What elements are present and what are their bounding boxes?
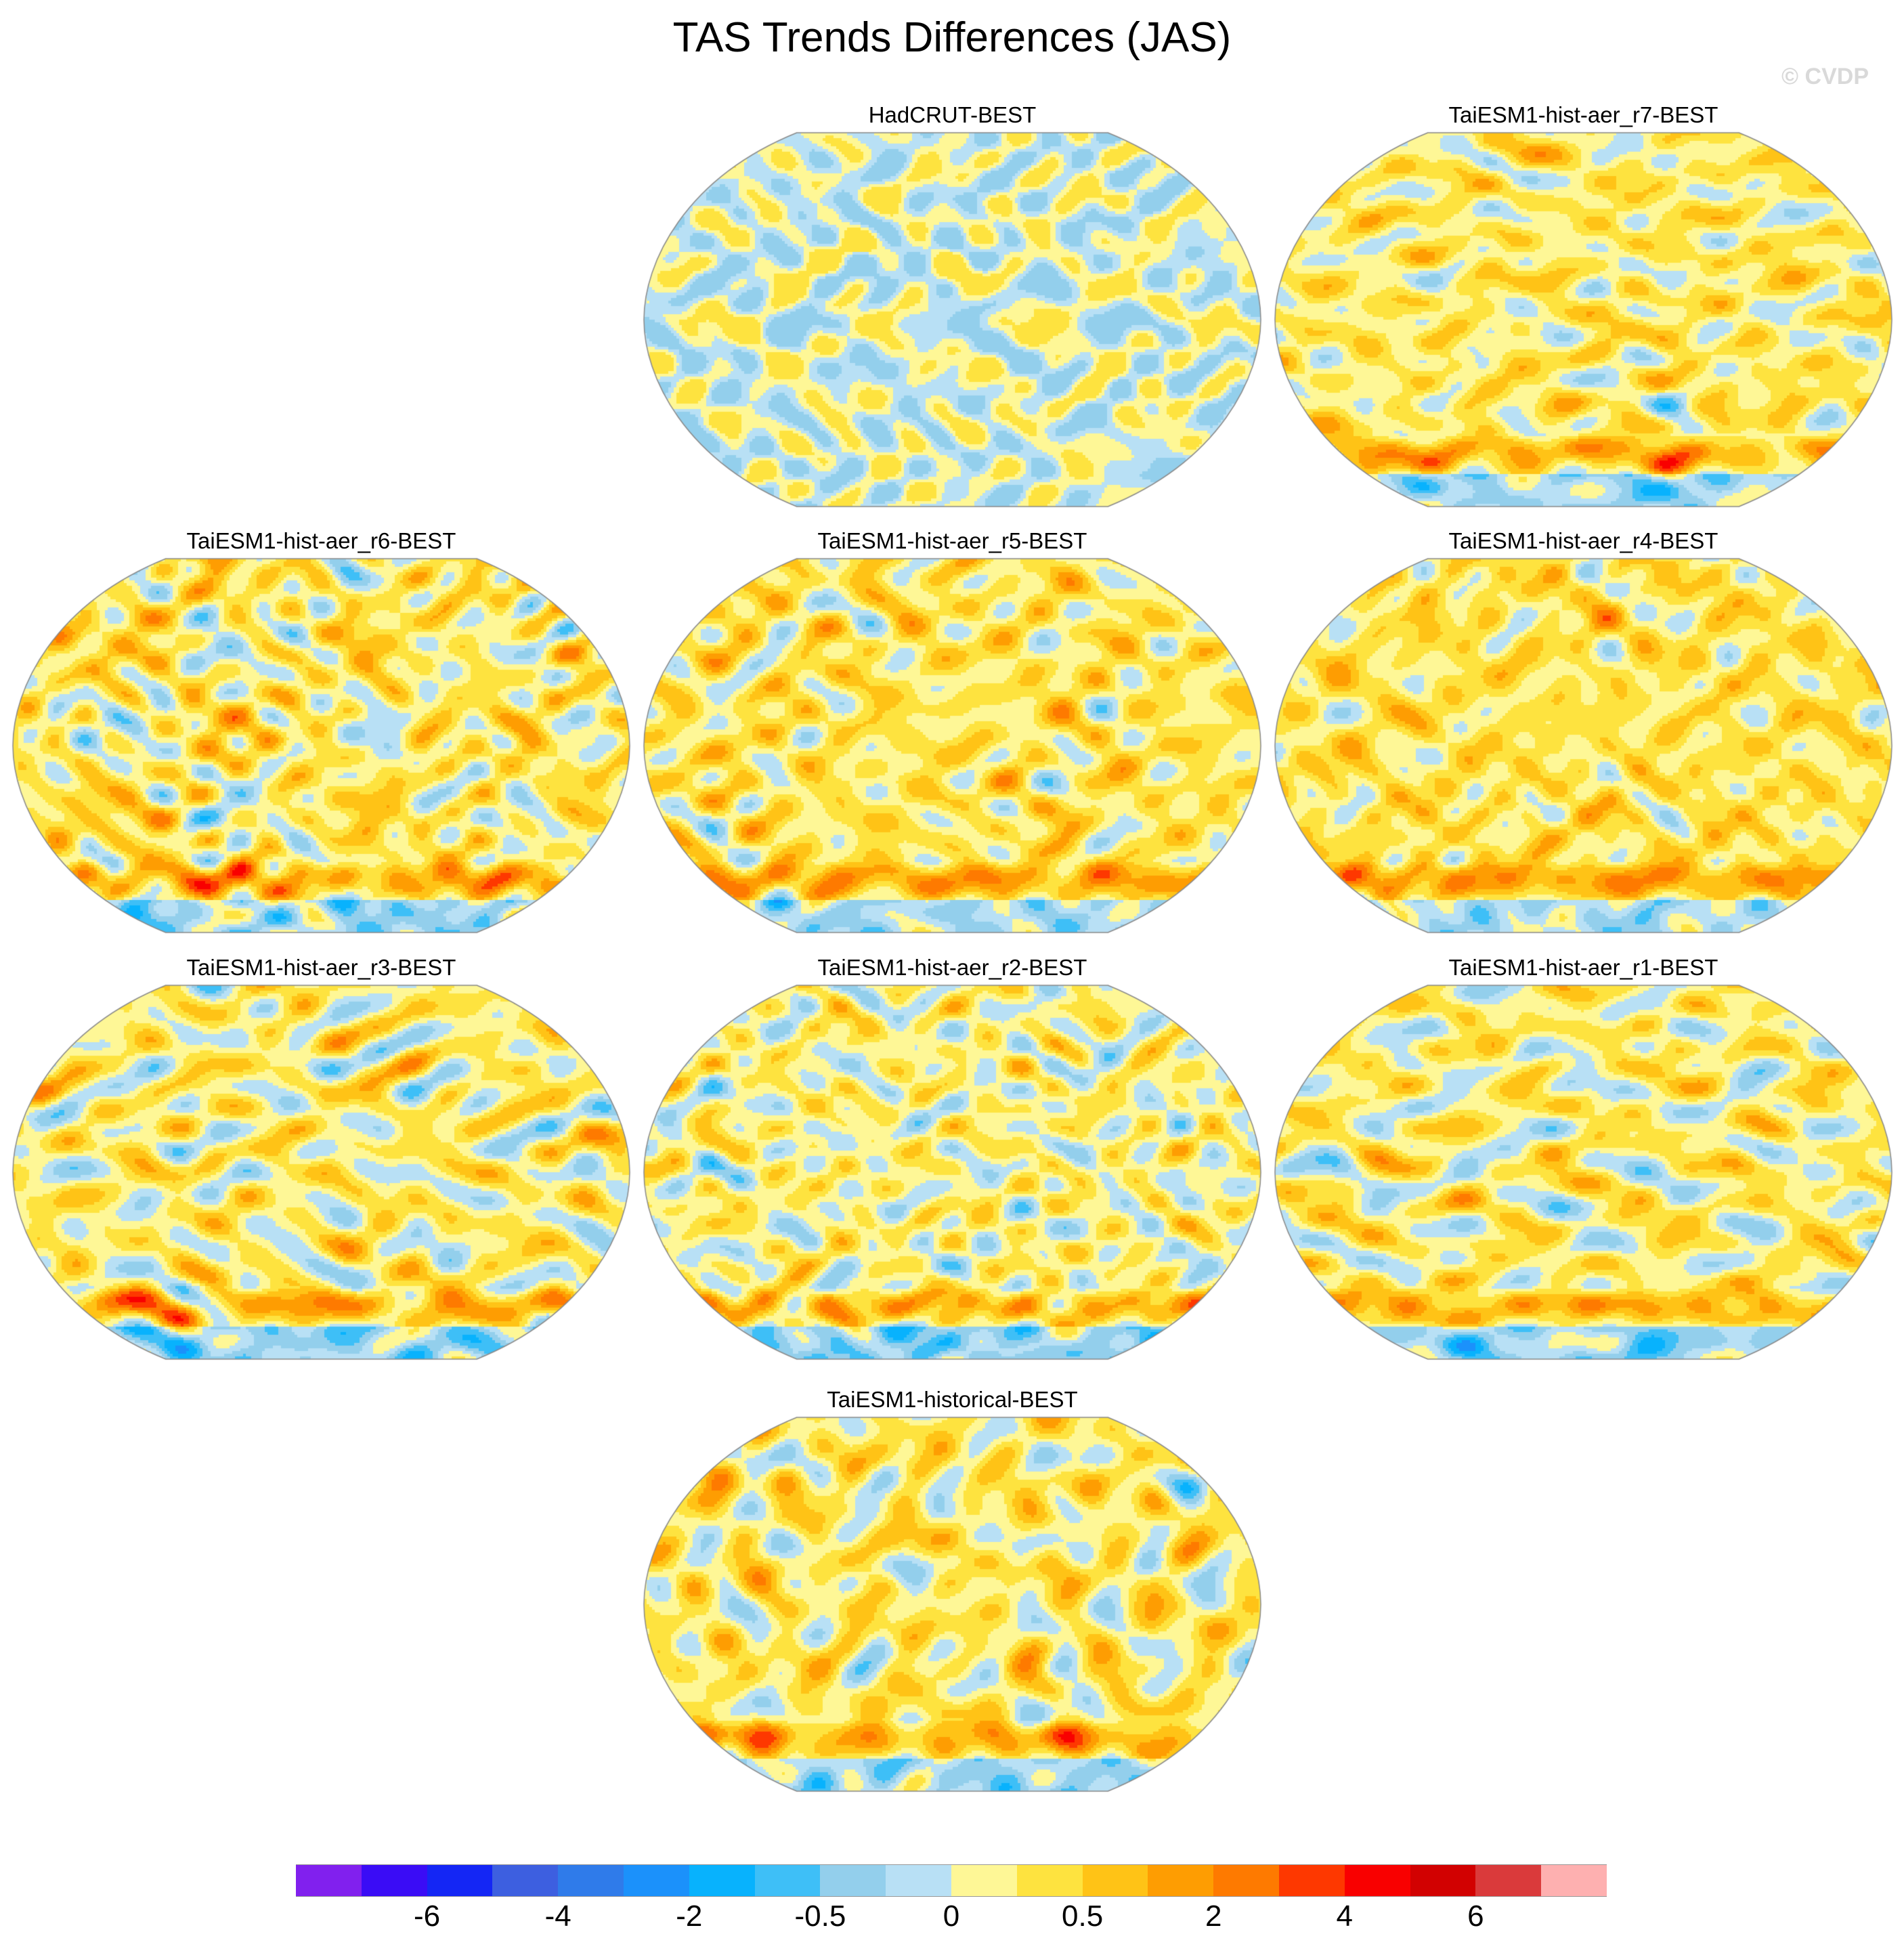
colorbar-tick-label: 0.5: [1062, 1900, 1104, 1933]
map-panel: TaiESM1-hist-aer_r1-BEST: [1272, 953, 1895, 1362]
colorbar-tick-label: -0.5: [794, 1900, 846, 1933]
colorbar-tick-label: -2: [676, 1900, 703, 1933]
colorbar-swatch: [558, 1865, 624, 1896]
colorbar-swatch: [1475, 1865, 1542, 1896]
panel-title: TaiESM1-hist-aer_r1-BEST: [1448, 955, 1718, 980]
colorbar-swatch: [623, 1865, 689, 1896]
trend-map: [641, 983, 1263, 1362]
colorbar-tick-label: 2: [1205, 1900, 1222, 1933]
colorbar-tick-label: 4: [1336, 1900, 1354, 1933]
panel-title: HadCRUT-BEST: [868, 102, 1037, 127]
trend-map: [10, 983, 632, 1362]
panel-title: TaiESM1-hist-aer_r4-BEST: [1448, 528, 1718, 553]
colorbar-tick-label: 0: [943, 1900, 960, 1933]
colorbar-swatch: [1213, 1865, 1279, 1896]
map-panel: TaiESM1-hist-aer_r6-BEST: [10, 526, 632, 935]
colorbar-tick-label: -4: [544, 1900, 571, 1933]
trend-map: [641, 556, 1263, 935]
colorbar-swatch: [886, 1865, 951, 1896]
panel-title: TaiESM1-hist-aer_r2-BEST: [817, 955, 1087, 980]
cvdp-watermark: © CVDP: [1781, 64, 1869, 89]
colorbar-swatch: [820, 1865, 886, 1896]
colorbar-swatch: [296, 1865, 362, 1896]
panel-title: TaiESM1-hist-aer_r6-BEST: [186, 528, 456, 553]
colorbar-tick-label: -6: [414, 1900, 441, 1933]
colorbar-swatch: [1541, 1865, 1607, 1896]
trend-map: [1272, 983, 1895, 1362]
colorbar-swatch: [1148, 1865, 1214, 1896]
colorbar-swatch: [1082, 1865, 1148, 1896]
colorbar-swatch: [1344, 1865, 1410, 1896]
colorbar-swatch: [754, 1865, 821, 1896]
map-panel: TaiESM1-hist-aer_r5-BEST: [641, 526, 1263, 935]
map-panel: TaiESM1-hist-aer_r2-BEST: [641, 953, 1263, 1362]
map-panel: TaiESM1-hist-aer_r7-BEST: [1272, 100, 1895, 509]
panel-title: TaiESM1-historical-BEST: [827, 1387, 1078, 1412]
trend-map: [641, 1415, 1263, 1794]
map-panel: TaiESM1-hist-aer_r3-BEST: [10, 953, 632, 1362]
trend-map: [1272, 130, 1895, 509]
trend-map: [10, 556, 632, 935]
colorbar-swatch: [1410, 1865, 1476, 1896]
colorbar-swatch: [427, 1865, 493, 1896]
colorbar-swatch: [1016, 1865, 1083, 1896]
colorbar-tick-label: 6: [1467, 1900, 1484, 1933]
map-panel: TaiESM1-historical-BEST: [641, 1385, 1263, 1794]
colorbar-swatch: [492, 1865, 559, 1896]
colorbar-swatch: [1278, 1865, 1345, 1896]
colorbar-swatch: [689, 1865, 755, 1896]
figure-title: TAS Trends Differences (JAS): [672, 14, 1232, 61]
trend-map: [641, 130, 1263, 509]
panel-title: TaiESM1-hist-aer_r5-BEST: [817, 528, 1087, 553]
colorbar: [296, 1864, 1607, 1897]
panel-title: TaiESM1-hist-aer_r7-BEST: [1448, 102, 1718, 127]
map-panel: HadCRUT-BEST: [641, 100, 1263, 509]
colorbar-swatch: [361, 1865, 427, 1896]
map-panel: TaiESM1-hist-aer_r4-BEST: [1272, 526, 1895, 935]
panel-title: TaiESM1-hist-aer_r3-BEST: [186, 955, 456, 980]
trend-map: [1272, 556, 1895, 935]
colorbar-swatch: [951, 1865, 1017, 1896]
